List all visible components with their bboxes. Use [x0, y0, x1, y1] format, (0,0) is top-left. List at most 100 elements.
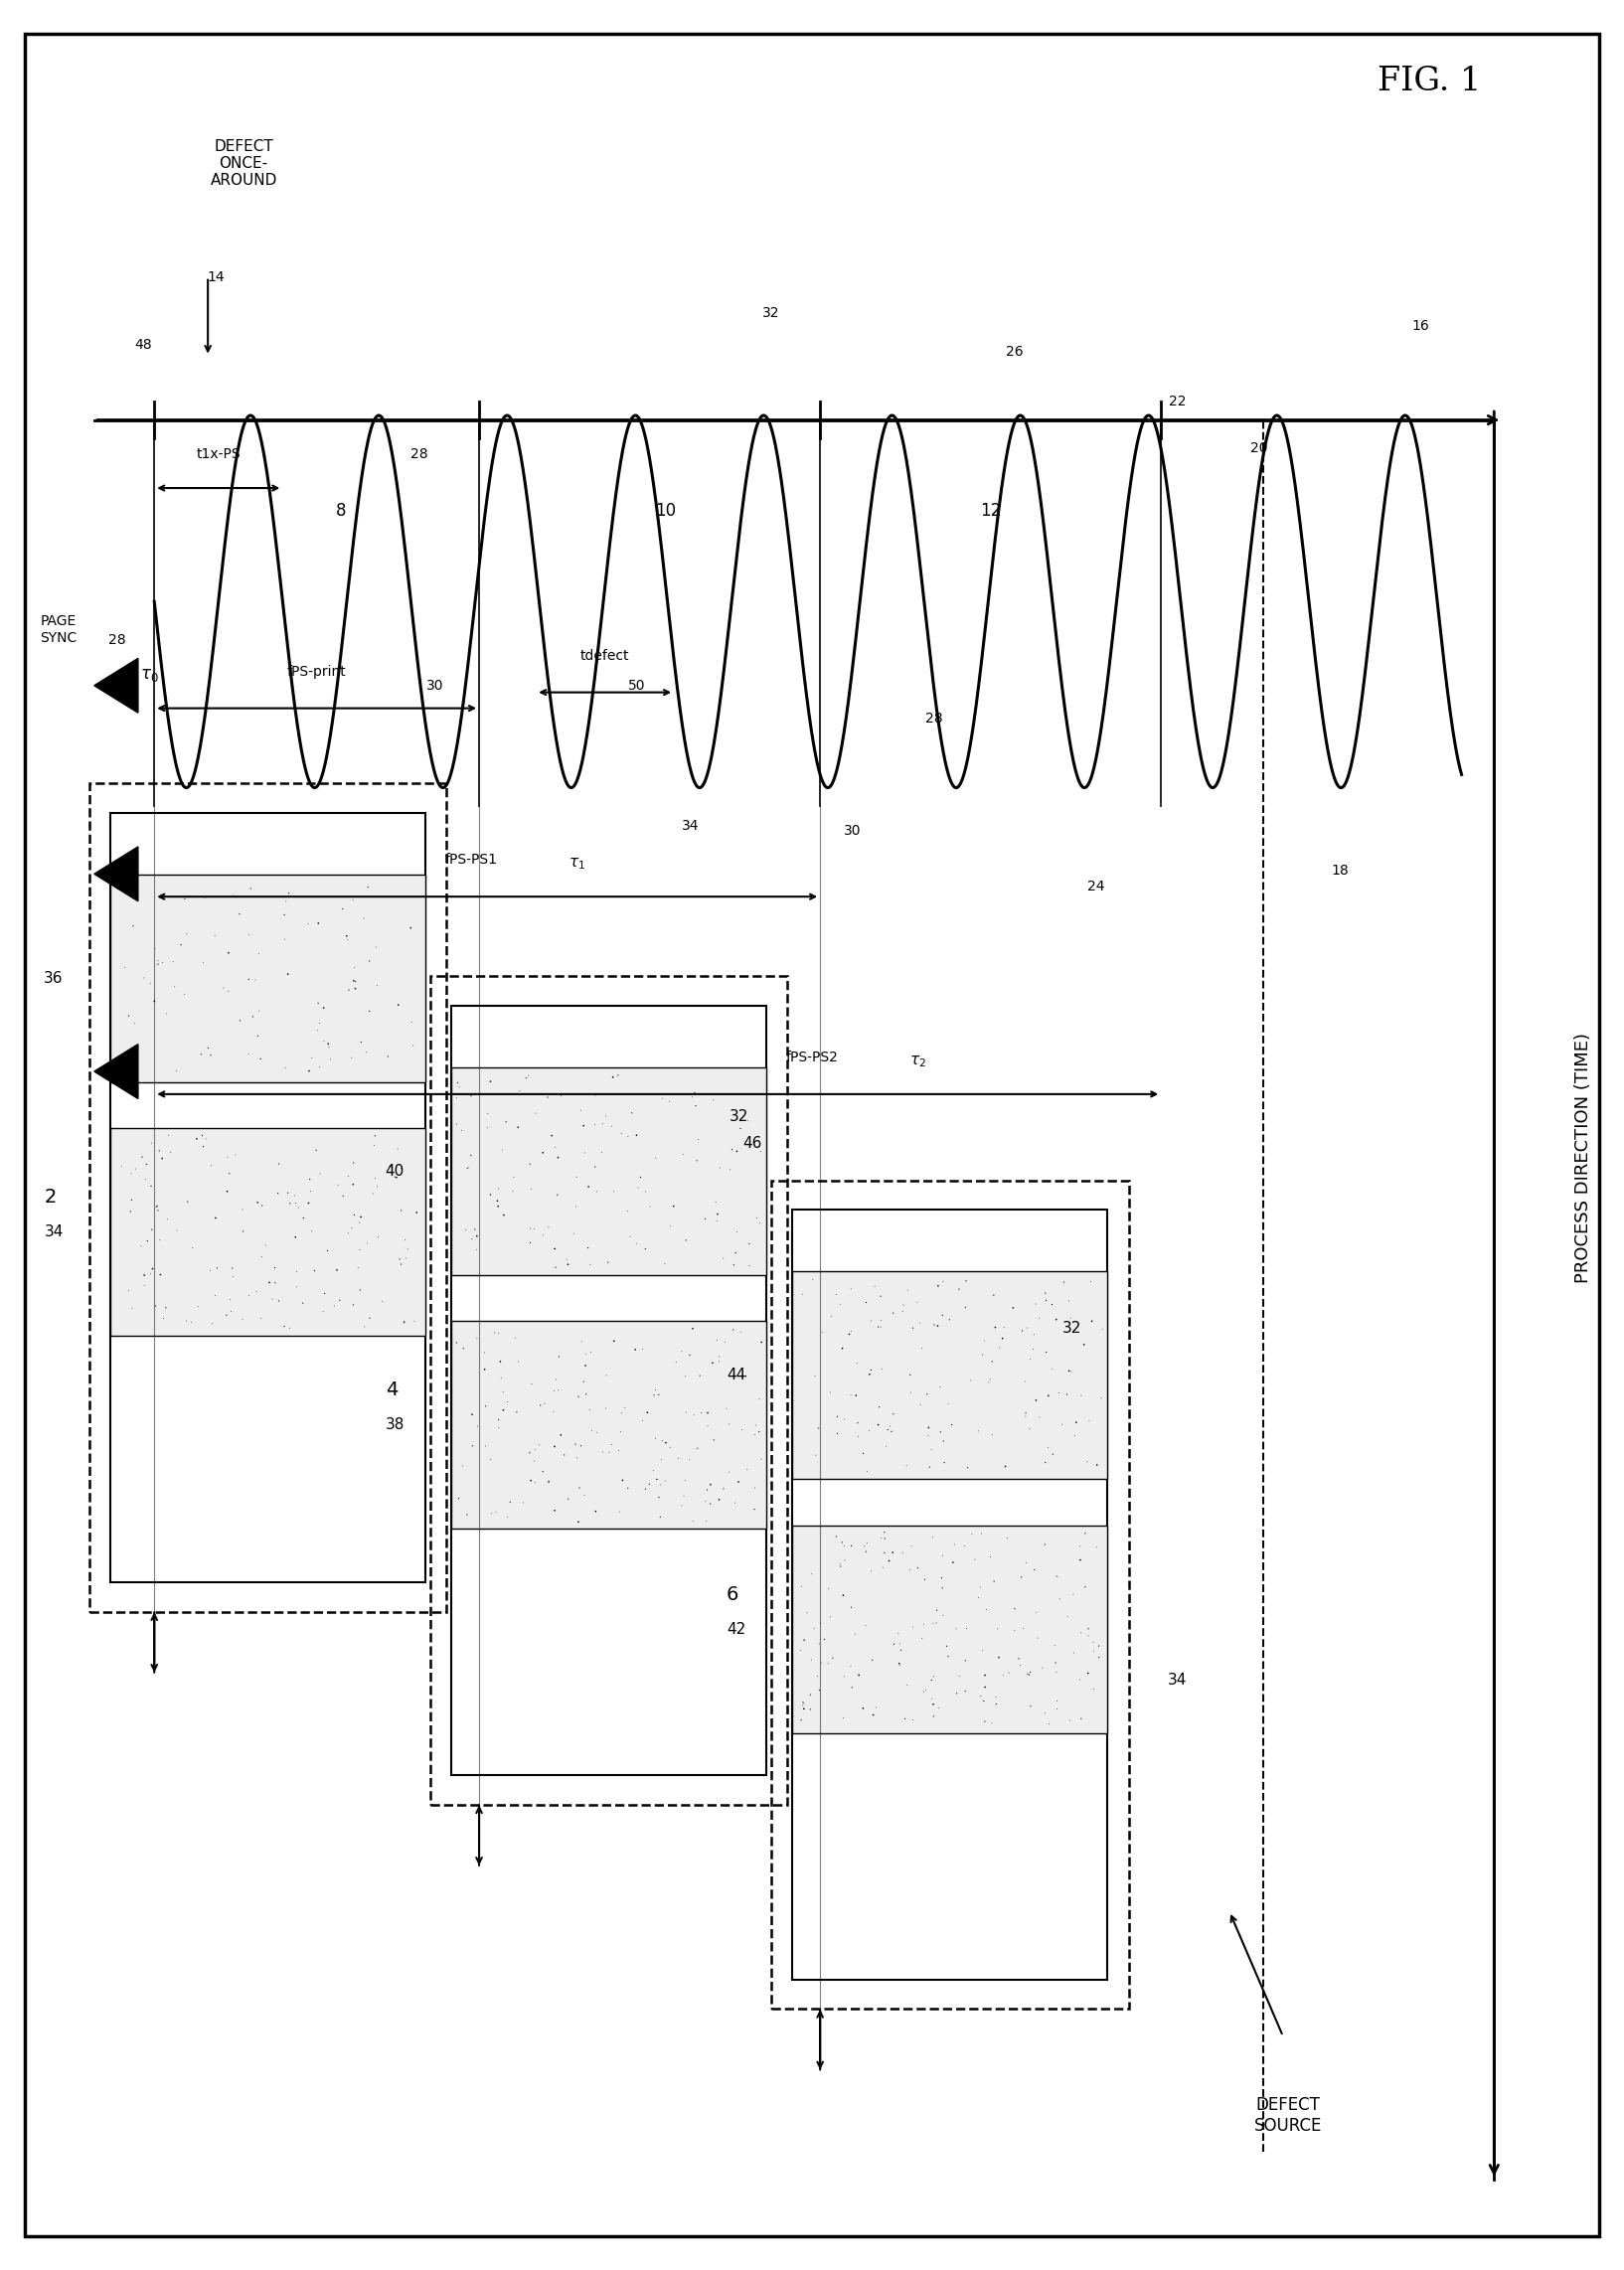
Point	[1044, 1655, 1070, 1691]
Point	[676, 1441, 702, 1478]
Point	[666, 1439, 692, 1476]
Point	[473, 1387, 499, 1423]
Point	[343, 969, 369, 1006]
Point	[658, 1430, 684, 1466]
Polygon shape	[110, 874, 425, 1083]
Point	[486, 1171, 512, 1208]
Point	[983, 1680, 1009, 1716]
Point	[976, 1364, 1002, 1401]
Point	[846, 1657, 872, 1693]
Point	[641, 1378, 667, 1414]
Point	[802, 1437, 828, 1473]
Point	[578, 1412, 604, 1448]
Point	[1086, 1628, 1112, 1664]
Point	[900, 1609, 926, 1646]
Point	[307, 1006, 333, 1042]
Point	[216, 974, 242, 1010]
Point	[726, 1464, 752, 1500]
Text: $\tau_0$: $\tau_0$	[140, 665, 159, 683]
Point	[1059, 1353, 1085, 1389]
Point	[724, 1214, 750, 1251]
Point	[1000, 1289, 1026, 1326]
Point	[261, 1248, 287, 1285]
Point	[633, 1174, 659, 1210]
Point	[128, 1140, 154, 1176]
Text: 42: 42	[726, 1621, 745, 1637]
Point	[1060, 1634, 1086, 1671]
Point	[684, 1430, 710, 1466]
Point	[880, 1396, 906, 1432]
Point	[473, 1428, 499, 1464]
Point	[140, 1251, 166, 1287]
Point	[471, 1335, 497, 1371]
Polygon shape	[94, 847, 138, 901]
Text: DEFECT
SOURCE: DEFECT SOURCE	[1254, 2097, 1322, 2134]
Text: 32: 32	[1062, 1321, 1082, 1335]
Point	[193, 1121, 219, 1158]
Text: 2: 2	[44, 1187, 57, 1208]
Point	[489, 1360, 515, 1396]
Point	[656, 1083, 682, 1119]
Point	[138, 1126, 164, 1162]
Point	[474, 1096, 500, 1133]
Text: $\tau_1$: $\tau_1$	[568, 856, 585, 872]
Point	[692, 1482, 718, 1519]
Text: 30: 30	[844, 824, 861, 838]
Point	[218, 1294, 244, 1330]
Point	[801, 1262, 827, 1298]
Point	[893, 1448, 919, 1485]
Point	[856, 1412, 882, 1448]
Point	[362, 1117, 388, 1153]
Point	[844, 1405, 870, 1441]
Point	[219, 1251, 245, 1287]
Point	[180, 1230, 206, 1267]
Point	[929, 1296, 955, 1332]
Point	[983, 1310, 1009, 1346]
Point	[697, 1485, 723, 1521]
Point	[952, 1289, 978, 1326]
Point	[658, 1208, 684, 1244]
Point	[911, 1673, 937, 1709]
Point	[529, 1453, 555, 1489]
Point	[830, 1578, 856, 1614]
Point	[132, 1267, 158, 1303]
Point	[815, 1646, 841, 1682]
Point	[643, 1462, 669, 1498]
Point	[716, 1405, 742, 1441]
Point	[167, 926, 193, 962]
Point	[713, 1392, 739, 1428]
Point	[346, 1205, 372, 1242]
Point	[1034, 1430, 1060, 1466]
Point	[1017, 1342, 1043, 1378]
Point	[317, 1028, 343, 1065]
Point	[364, 967, 390, 1003]
Point	[400, 1028, 425, 1065]
Point	[724, 1133, 750, 1169]
Point	[650, 1423, 676, 1460]
Point	[838, 1378, 864, 1414]
Point	[921, 1698, 947, 1734]
Point	[330, 890, 356, 926]
Point	[867, 1303, 893, 1339]
Point	[820, 1639, 846, 1675]
Point	[1072, 1514, 1098, 1550]
Point	[1043, 1301, 1069, 1337]
Point	[1031, 1696, 1057, 1732]
Point	[286, 1189, 312, 1226]
Point	[235, 1035, 261, 1071]
Text: 18: 18	[1332, 865, 1348, 878]
Point	[934, 1628, 960, 1664]
Point	[201, 917, 227, 953]
Point	[643, 1421, 669, 1457]
Point	[560, 1214, 586, 1251]
Point	[716, 1455, 742, 1491]
Point	[1077, 1403, 1103, 1439]
Point	[247, 992, 273, 1028]
Point	[1057, 1702, 1083, 1739]
Point	[888, 1632, 914, 1668]
Point	[216, 1155, 242, 1192]
Point	[341, 1144, 367, 1180]
Point	[1075, 1655, 1101, 1691]
Point	[624, 1226, 650, 1262]
Point	[554, 1242, 580, 1278]
